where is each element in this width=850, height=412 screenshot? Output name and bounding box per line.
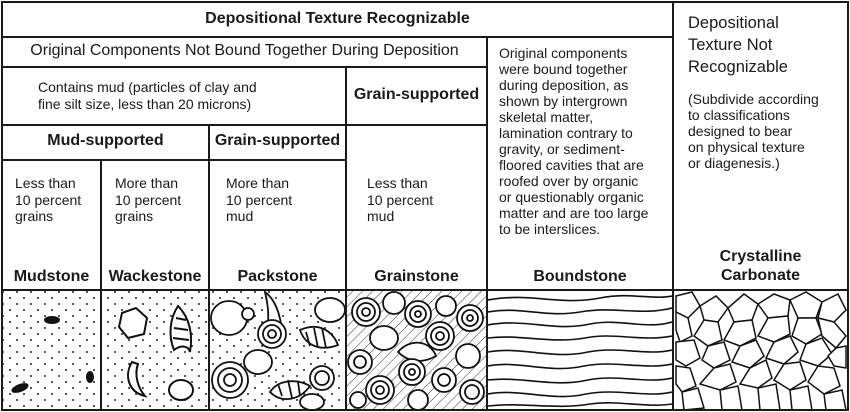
boundstone-texture: [488, 294, 672, 408]
packstone-criteria: More than 10 percent mud: [226, 175, 293, 224]
crystalline-texture: [675, 291, 847, 409]
wackestone-label: Wackestone: [108, 268, 202, 285]
wackestone-texture: [102, 291, 208, 409]
grainstone-label: Grainstone: [374, 268, 459, 285]
packstone-label: Packstone: [237, 268, 318, 285]
contains-mud-header: Contains mud (particles of clay and fine…: [38, 79, 257, 112]
mud-supported-header: Mud-supported: [47, 132, 164, 149]
depositional-texture-recognizable-header: Depositional Texture Recognizable: [205, 10, 470, 27]
boundstone-label: Boundstone: [533, 268, 627, 285]
grain-supported-header: Grain-supported: [214, 132, 341, 149]
mudstone-label: Mudstone: [13, 268, 90, 285]
not-bound-header: Original Components Not Bound Together D…: [30, 42, 459, 59]
grainstone-criteria: Less than 10 percent mud: [367, 175, 434, 224]
mudstone-criteria: Less than 10 percent grains: [15, 175, 82, 224]
mudstone-texture: [3, 291, 100, 409]
wackestone-criteria: More than 10 percent grains: [115, 175, 182, 224]
crystalline-carbonate-label: Crystalline Carbonate: [719, 248, 802, 284]
grain-supported-top-header: Grain-supported: [353, 86, 480, 103]
bound-description: Original components were bound together …: [499, 45, 649, 237]
grainstone-texture: [347, 291, 486, 409]
subdivide-note: (Subdivide according to classifications …: [688, 91, 819, 171]
packstone-texture: [210, 291, 345, 409]
depositional-texture-not-recognizable-header: Depositional Texture Not Recognizable: [688, 14, 788, 76]
